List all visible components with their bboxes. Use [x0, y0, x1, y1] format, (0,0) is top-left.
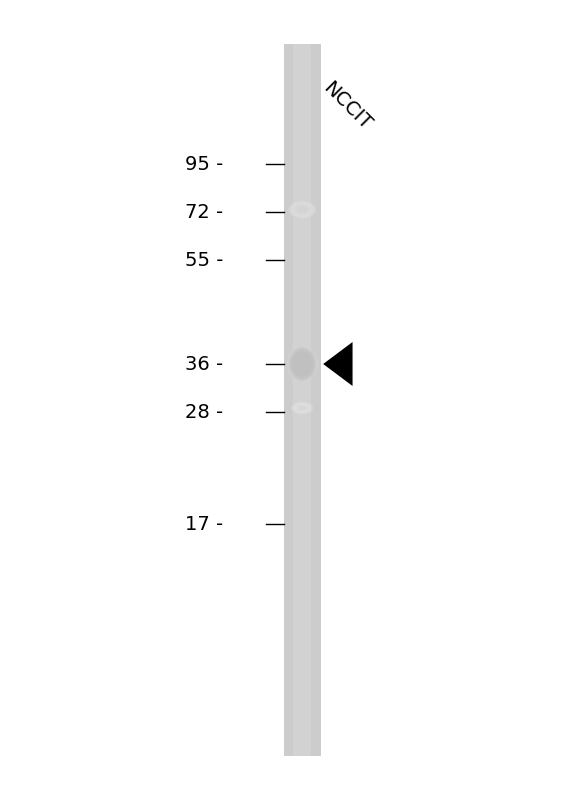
Ellipse shape — [292, 402, 313, 414]
Ellipse shape — [288, 346, 317, 382]
Ellipse shape — [298, 406, 306, 410]
Ellipse shape — [293, 402, 312, 414]
Ellipse shape — [294, 204, 311, 215]
Ellipse shape — [299, 406, 306, 410]
Ellipse shape — [291, 350, 314, 378]
Text: 17 -: 17 - — [185, 514, 223, 534]
Ellipse shape — [292, 351, 313, 377]
Ellipse shape — [293, 352, 312, 376]
Text: 55 -: 55 - — [185, 250, 223, 270]
Ellipse shape — [295, 356, 309, 372]
Ellipse shape — [294, 205, 310, 214]
Ellipse shape — [293, 403, 311, 413]
Ellipse shape — [294, 354, 311, 374]
Ellipse shape — [290, 202, 315, 218]
Text: 28 -: 28 - — [185, 402, 223, 422]
Ellipse shape — [288, 201, 316, 218]
Ellipse shape — [291, 402, 314, 414]
Ellipse shape — [291, 202, 314, 217]
Ellipse shape — [287, 345, 318, 383]
Ellipse shape — [298, 358, 307, 370]
Text: 36 -: 36 - — [185, 354, 223, 374]
Ellipse shape — [297, 405, 308, 411]
Ellipse shape — [296, 405, 308, 411]
Ellipse shape — [294, 404, 310, 412]
Ellipse shape — [290, 349, 315, 379]
Ellipse shape — [295, 404, 309, 412]
Bar — [284, 44, 321, 756]
Text: NCCIT: NCCIT — [319, 78, 375, 134]
Polygon shape — [323, 342, 353, 386]
Bar — [293, 44, 311, 756]
Ellipse shape — [297, 406, 307, 410]
Text: 72 -: 72 - — [185, 202, 223, 222]
Ellipse shape — [296, 206, 308, 214]
Ellipse shape — [298, 207, 307, 212]
Ellipse shape — [297, 206, 307, 213]
Ellipse shape — [292, 203, 313, 216]
Ellipse shape — [295, 354, 310, 374]
Text: 95 -: 95 - — [185, 154, 223, 174]
Ellipse shape — [289, 347, 316, 381]
Ellipse shape — [295, 206, 309, 214]
Ellipse shape — [293, 204, 312, 215]
Ellipse shape — [289, 202, 315, 218]
Ellipse shape — [297, 357, 308, 371]
Ellipse shape — [294, 403, 311, 413]
